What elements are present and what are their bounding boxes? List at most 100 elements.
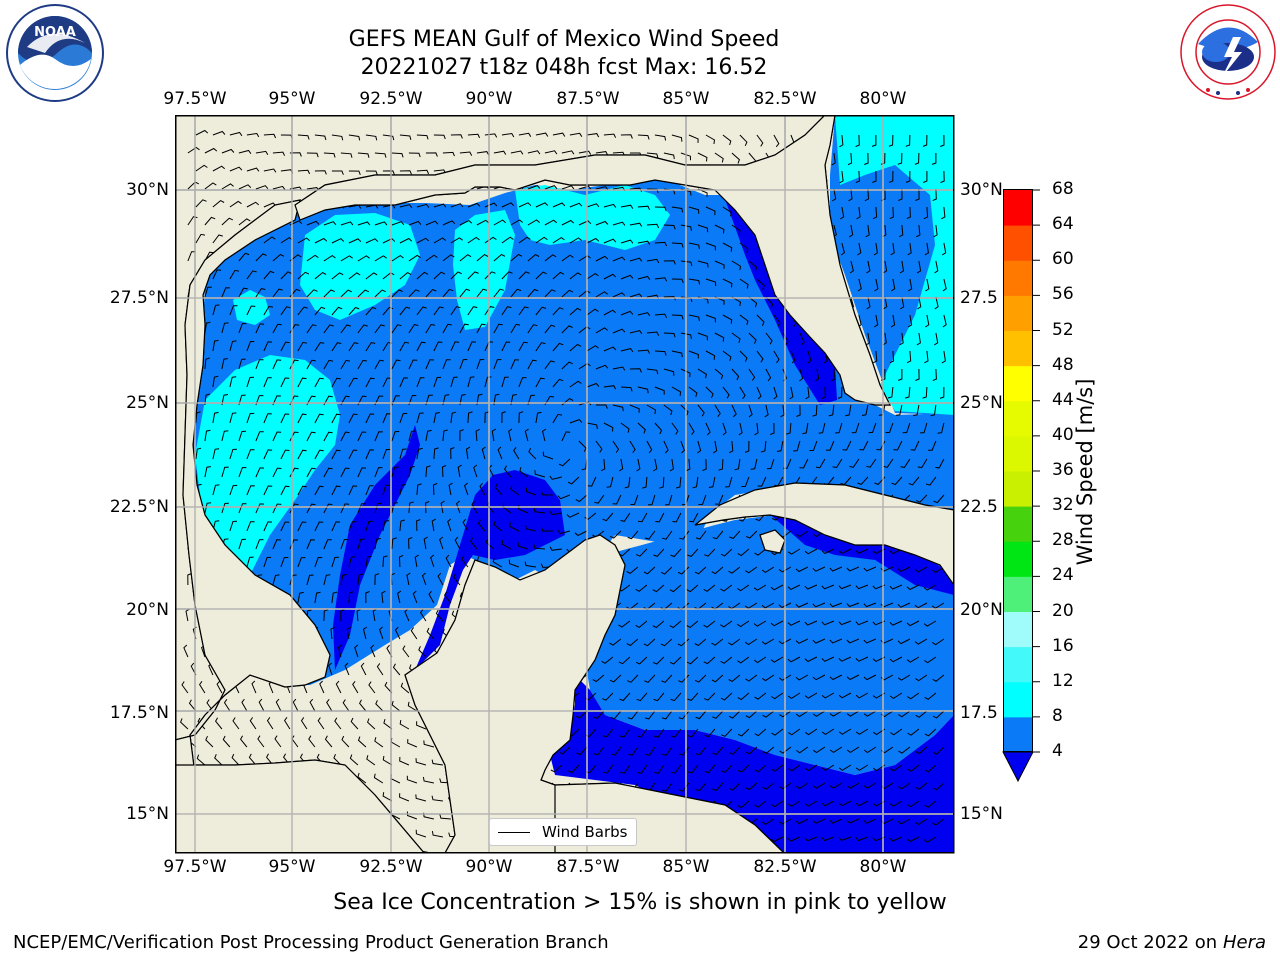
- wind-barb: [297, 306, 308, 316]
- wind-barb: [595, 440, 603, 453]
- wind-barb: [863, 818, 877, 824]
- wind-barb: [838, 800, 852, 807]
- wind-barb: [821, 764, 835, 772]
- wind-barb: [501, 202, 515, 208]
- wind-barb: [443, 591, 452, 604]
- wind-barb: [212, 484, 220, 496]
- wind-barb: [586, 382, 600, 388]
- wind-barb: [671, 422, 679, 435]
- wind-barb: [569, 237, 583, 244]
- wind-barb: [366, 755, 376, 766]
- wind-barb: [804, 584, 818, 590]
- wind-barb: [408, 324, 419, 334]
- wind-barb: [825, 440, 835, 451]
- wind-barb: [297, 377, 307, 388]
- wind-barb: [720, 584, 733, 592]
- wind-barb: [501, 236, 514, 244]
- wind-barb: [672, 512, 682, 523]
- wind-barb: [533, 544, 545, 550]
- wind-barb: [697, 224, 709, 233]
- wind-barb: [907, 728, 920, 736]
- wind-barb: [594, 494, 605, 504]
- wind-barb: [680, 440, 685, 454]
- wind-barb: [771, 728, 784, 736]
- wind-barb: [620, 310, 634, 316]
- wind-barb: [535, 271, 547, 280]
- fill-below-4-caribbean: [550, 675, 954, 853]
- wind-barb: [406, 775, 418, 784]
- wind-barb: [654, 206, 667, 212]
- wind-barb: [552, 271, 565, 280]
- wind-barb: [745, 530, 758, 539]
- wind-barb: [399, 720, 410, 730]
- wind-barb: [459, 323, 469, 334]
- wind-barb: [654, 313, 668, 318]
- lon-label-top-82.5: 82.5°W: [753, 89, 817, 109]
- wind-barb: [712, 746, 724, 756]
- wind-barb: [923, 836, 937, 843]
- wind-barb: [654, 241, 668, 247]
- wind-barb: [272, 151, 286, 156]
- wind-barb: [297, 341, 307, 352]
- wind-barb: [569, 272, 582, 280]
- wind-barb: [644, 674, 656, 683]
- wind-barb: [603, 273, 617, 280]
- wind-barb: [722, 206, 732, 217]
- wind-barb: [883, 458, 894, 468]
- wind-barb: [578, 401, 592, 406]
- wind-barb: [323, 539, 332, 550]
- wind-barb: [306, 395, 316, 406]
- wind-barb: [382, 520, 389, 532]
- wind-barb: [280, 377, 290, 388]
- wind-barb: [375, 700, 384, 712]
- wind-barb: [348, 556, 356, 568]
- wind-barb: [721, 764, 733, 773]
- wind-barb: [406, 811, 418, 820]
- wind-barb: [381, 590, 386, 604]
- wind-barb: [761, 638, 775, 645]
- wind-barb: [796, 710, 809, 718]
- wind-barb: [501, 411, 506, 424]
- wind-barb: [255, 359, 264, 370]
- wind-barb: [741, 476, 750, 487]
- wind-barb: [795, 818, 809, 825]
- wind-barb: [412, 590, 418, 604]
- wind-barb: [761, 602, 775, 609]
- wind-barb: [934, 260, 939, 274]
- wind-barb: [889, 206, 894, 220]
- lat-label-left-22.5: 22.5°N: [109, 497, 169, 517]
- wind-barb: [484, 133, 498, 138]
- wind-barb: [702, 458, 707, 472]
- wind-barb: [760, 440, 767, 453]
- wind-barb: [399, 237, 413, 244]
- wind-barb: [670, 548, 682, 558]
- wind-barb: [838, 656, 852, 662]
- wind-barb: [357, 503, 366, 514]
- wind-barb: [433, 447, 439, 460]
- wind-barb: [722, 242, 733, 252]
- wind-barb: [280, 557, 289, 568]
- wind-barb: [754, 422, 759, 436]
- lon-label-bottom-82.5: 82.5°W: [753, 857, 817, 877]
- wind-barb: [357, 573, 364, 586]
- wind-barb: [306, 467, 316, 478]
- lon-label-bottom-97.5: 97.5°W: [163, 857, 227, 877]
- wind-barb: [812, 404, 818, 417]
- wind-barb: [484, 376, 492, 388]
- wind-barb: [688, 314, 700, 322]
- wind-barb: [212, 375, 219, 388]
- wind-barb: [686, 620, 699, 629]
- wind-barb: [646, 368, 659, 375]
- wind-barb: [764, 404, 769, 418]
- wind-barb: [697, 260, 709, 268]
- wind-barb: [340, 503, 350, 514]
- colorbar-level-28-32: [1004, 506, 1032, 542]
- wind-barb: [527, 219, 541, 226]
- wind-barb: [450, 134, 463, 139]
- wind-barb: [535, 132, 549, 137]
- wind-barb: [698, 494, 707, 505]
- wind-barb: [340, 467, 350, 478]
- wind-barb: [600, 458, 606, 472]
- wind-barb: [753, 620, 767, 627]
- wind-barb: [880, 638, 894, 644]
